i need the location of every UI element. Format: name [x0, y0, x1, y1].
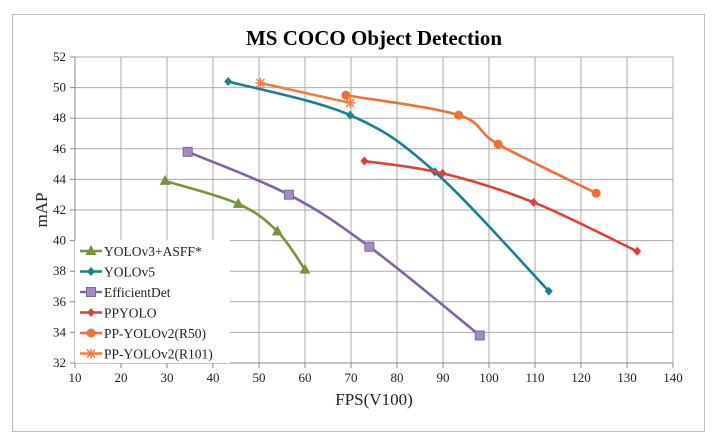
star-marker [255, 78, 266, 89]
x-tick-label: 90 [437, 370, 450, 385]
legend-item: PP-YOLOv2(R50) [80, 326, 206, 341]
series-yolov5 [224, 76, 553, 296]
series-line [344, 93, 598, 195]
legend-item: YOLOv3+ASFF* [80, 244, 202, 259]
y-tick-label: 50 [53, 80, 66, 95]
star-marker [345, 97, 356, 108]
triangle-marker [85, 245, 97, 255]
circle-marker [454, 110, 464, 120]
series-pp-yolov2-r50- [341, 90, 601, 198]
triangle-marker [299, 263, 311, 274]
y-tick-label: 44 [53, 171, 67, 186]
square-marker [283, 189, 294, 200]
x-tick-label: 20 [115, 370, 128, 385]
star-marker [86, 348, 96, 359]
diamond-marker [87, 308, 95, 317]
x-tick-label: 40 [207, 370, 220, 385]
chart-title: MS COCO Object Detection [246, 26, 502, 50]
x-tick-label: 110 [525, 370, 544, 385]
diamond-marker [633, 246, 642, 256]
square-marker [364, 241, 375, 252]
square-marker [182, 146, 193, 157]
square-marker [86, 287, 96, 297]
diamond-marker [360, 156, 369, 166]
square-marker [474, 330, 485, 341]
y-tick-label: 42 [53, 202, 66, 217]
series-line [259, 81, 352, 105]
diamond-marker [87, 267, 95, 276]
y-tick-label: 32 [53, 355, 66, 370]
diamond-marker [346, 110, 355, 120]
circle-marker [341, 90, 351, 100]
x-tick-label: 80 [391, 370, 404, 385]
x-tick-label: 60 [299, 370, 312, 385]
x-tick-label: 10 [69, 370, 82, 385]
x-tick-label: 120 [571, 370, 591, 385]
x-tick-label: 140 [663, 370, 683, 385]
x-tick-label: 130 [617, 370, 637, 385]
legend-item: PP-YOLOv2(R101) [80, 347, 213, 362]
legend-label: YOLOv3+ASFF* [104, 244, 202, 259]
series-yolov3-asff- [159, 174, 311, 274]
triangle-marker [232, 197, 244, 208]
diamond-marker [544, 286, 553, 296]
x-tick-label: 70 [345, 370, 358, 385]
legend-label: PPYOLO [104, 306, 157, 321]
legend-label: EfficientDet [104, 285, 171, 300]
series-line [363, 159, 639, 253]
chart-frame [12, 14, 705, 432]
x-axis-label: FPS(V100) [335, 390, 412, 409]
legend-item: YOLOv5 [80, 265, 155, 280]
x-tick-label: 30 [161, 370, 174, 385]
series-line [186, 150, 482, 337]
triangle-marker [271, 225, 283, 236]
y-tick-label: 40 [53, 233, 66, 248]
legend-item: EfficientDet [80, 285, 171, 300]
legend-label: PP-YOLOv2(R101) [104, 347, 213, 362]
y-tick-label: 36 [53, 294, 67, 309]
legend-label: YOLOv5 [104, 265, 155, 280]
series-ppyolo [360, 156, 642, 256]
circle-marker [86, 328, 96, 338]
y-tick-label: 52 [53, 49, 66, 64]
y-axis-label: mAP [32, 193, 51, 228]
circle-marker [591, 188, 601, 198]
legend-box [75, 240, 230, 363]
legend-label: PP-YOLOv2(R50) [104, 326, 206, 341]
y-tick-label: 48 [53, 110, 66, 125]
triangle-marker [159, 174, 171, 185]
legend-item: PPYOLO [80, 306, 157, 321]
x-tick-label: 100 [479, 370, 499, 385]
series-efficientdet [182, 146, 485, 341]
legend: YOLOv3+ASFF* YOLOv5 EfficientDet PPYOLO PP-Y… [75, 240, 230, 363]
circle-marker [493, 139, 503, 149]
series-pp-yolov2-r101- [255, 78, 356, 108]
diamond-marker [529, 197, 538, 207]
x-tick-label: 50 [253, 370, 266, 385]
y-tick-label: 46 [53, 141, 67, 156]
y-tick-label: 34 [53, 324, 67, 339]
series-line [226, 80, 551, 293]
diamond-marker [224, 76, 233, 86]
y-tick-label: 38 [53, 263, 66, 278]
series-line [163, 179, 307, 271]
diamond-marker [438, 168, 447, 178]
